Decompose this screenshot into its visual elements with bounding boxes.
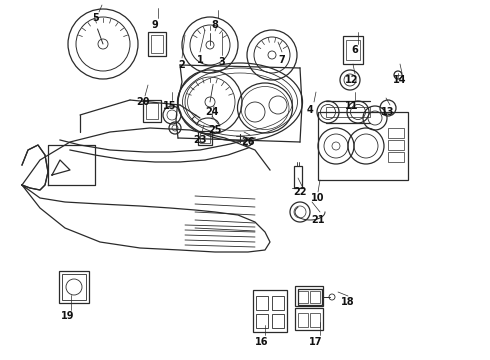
Text: 18: 18 [341,297,355,307]
Text: 9: 9 [151,20,158,30]
Text: 12: 12 [345,75,359,85]
Text: 10: 10 [311,193,325,203]
Text: 25: 25 [208,125,222,135]
Bar [148,32,166,56]
Text: 17: 17 [309,337,323,347]
Bar [295,308,323,330]
Polygon shape [22,145,48,190]
Bar [253,290,287,332]
Text: 20: 20 [136,97,150,107]
Text: 3: 3 [219,57,225,67]
Bar [256,314,268,328]
Bar [272,296,284,310]
Bar [310,291,320,303]
Bar [272,314,284,328]
Bar [318,112,408,180]
Text: 15: 15 [163,101,177,111]
Text: 16: 16 [255,337,269,347]
Text: 5: 5 [93,13,99,23]
Text: 24: 24 [205,107,219,117]
Bar [298,289,322,305]
Text: 6: 6 [352,45,358,55]
Text: 14: 14 [393,75,407,85]
Bar [388,152,404,162]
Bar [62,274,86,300]
Bar [143,100,161,122]
Text: 4: 4 [307,105,314,115]
Text: 8: 8 [212,20,219,30]
Bar [146,103,158,119]
Text: 19: 19 [61,311,75,321]
Text: 1: 1 [196,55,203,65]
Bar [388,128,404,138]
Bar [388,140,404,150]
Bar [59,271,89,303]
Bar [256,296,268,310]
Text: 11: 11 [345,101,359,111]
Bar [295,286,323,306]
Bar [151,35,163,53]
Bar [198,131,212,145]
Bar [200,133,210,143]
Bar [298,313,308,327]
Text: 21: 21 [311,215,325,225]
Text: 22: 22 [293,187,307,197]
Text: 7: 7 [279,55,285,65]
Bar [343,36,363,64]
Bar [326,107,370,117]
Bar [310,313,320,327]
Text: 2: 2 [179,60,185,70]
Bar [298,291,308,303]
Bar [294,166,302,188]
Text: 13: 13 [381,107,395,117]
Text: 23: 23 [193,135,207,145]
Text: 26: 26 [241,137,255,147]
Bar [346,40,360,60]
